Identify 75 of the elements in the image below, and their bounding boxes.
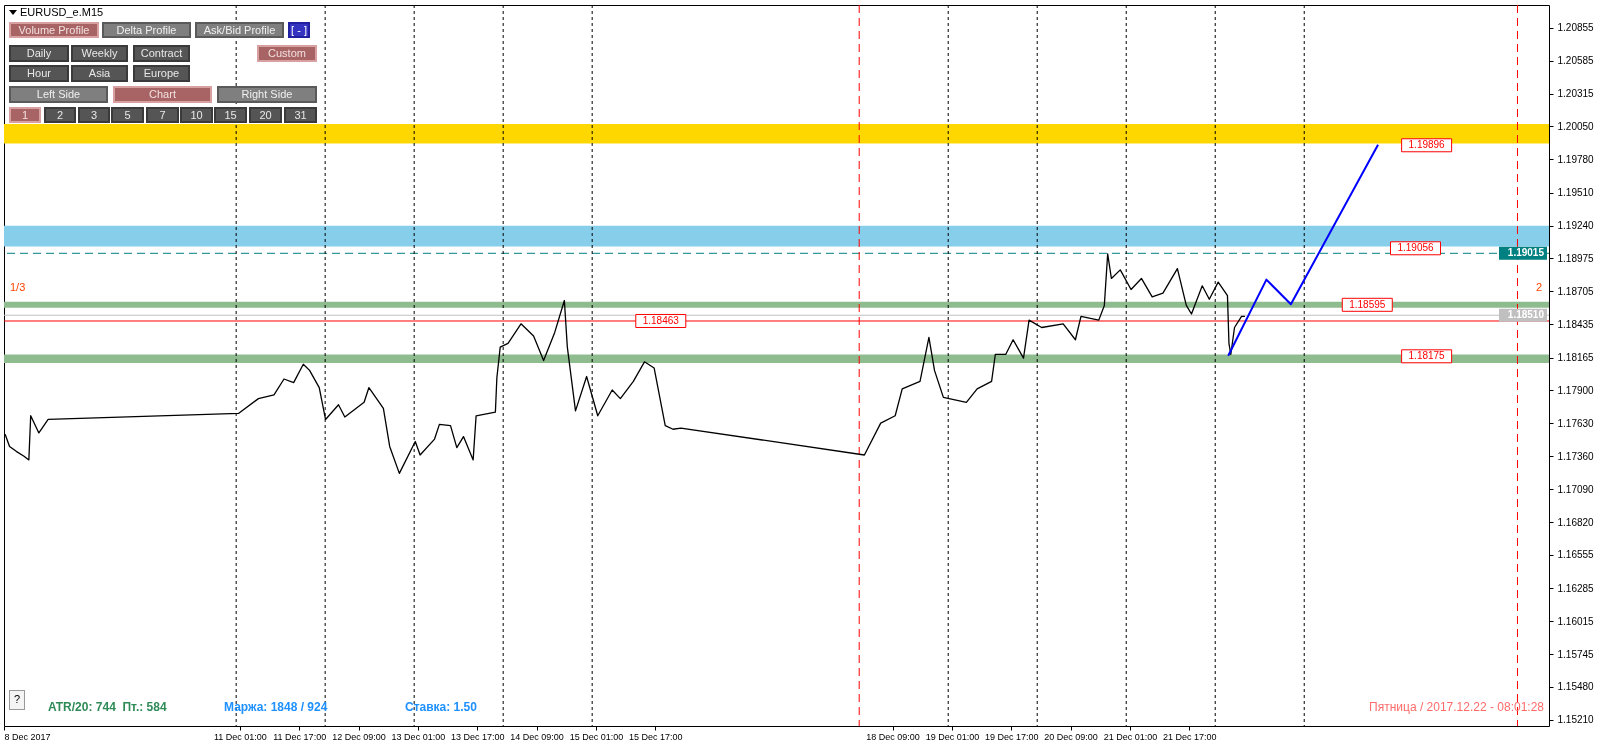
button: Contract — [133, 45, 190, 62]
annotation: 1.19896 — [1408, 139, 1446, 151]
y-tick-label: 1.18165 — [1557, 352, 1595, 364]
annotation: Ставка: 1.50 — [405, 700, 477, 714]
x-tick-label: 20 Dec 09:00 — [1044, 731, 1098, 742]
button: Custom — [257, 45, 317, 62]
button: Hour — [9, 65, 69, 82]
annotation: 1.18175 — [1408, 350, 1446, 362]
button: 2 — [44, 107, 76, 123]
y-tick-label: 1.17090 — [1557, 483, 1595, 495]
x-tick-label: 15 Dec 17:00 — [628, 731, 683, 742]
button: 1 — [9, 107, 41, 123]
button: Asia — [71, 65, 128, 82]
x-tick-label: 11 Dec 01:00 — [213, 731, 267, 742]
x-tick-label: 18 Dec 09:00 — [866, 731, 920, 742]
y-tick-label: 1.15745 — [1557, 648, 1595, 660]
y-tick-label: 1.18435 — [1557, 318, 1595, 330]
y-tick-label: 1.17900 — [1557, 384, 1595, 396]
y-tick-label: 1.20315 — [1557, 88, 1595, 100]
y-tick-label: 1.16285 — [1557, 582, 1595, 594]
y-tick-label: 1.16820 — [1557, 516, 1595, 528]
x-tick-label: 14 Dec 09:00 — [510, 731, 564, 742]
annotation: Пятница / 2017.12.22 - 08:01:28 — [1369, 700, 1544, 714]
button: 10 — [180, 107, 213, 123]
x-tick-label: 13 Dec 17:00 — [450, 731, 505, 742]
annotation: 1.18595 — [1349, 298, 1386, 310]
annotation: Маржа: 1848 / 924 — [224, 700, 328, 714]
y-tick-label: 1.15480 — [1557, 681, 1595, 693]
y-tick-label: 1.18975 — [1557, 252, 1595, 264]
x-tick-label: 13 Dec 01:00 — [391, 731, 446, 742]
button: Ask/Bid Profile — [195, 22, 284, 38]
y-tick-label: 1.18705 — [1557, 285, 1595, 297]
x-tick-label: 19 Dec 17:00 — [984, 731, 1039, 742]
annotation: 1.19056 — [1397, 242, 1434, 254]
help-button: ? — [9, 690, 25, 710]
button: Chart — [113, 86, 212, 103]
button: Europe — [133, 65, 190, 82]
button: [ - ] — [288, 22, 310, 38]
button: 3 — [78, 107, 110, 123]
chart-title: EURUSD_e.M15 — [20, 5, 104, 19]
x-tick-label: 21 Dec 17:00 — [1162, 731, 1217, 742]
y-tick-label: 1.20855 — [1557, 22, 1595, 34]
button: 31 — [284, 107, 317, 123]
button: Delta Profile — [102, 22, 191, 38]
y-tick-label: 1.19780 — [1557, 154, 1595, 165]
button: Left Side — [9, 86, 108, 103]
button: Volume Profile — [9, 22, 99, 38]
ref-line-label: 1.18510 — [1507, 309, 1545, 321]
x-tick-label: 11 Dec 17:00 — [273, 731, 327, 742]
y-tick-label: 1.15210 — [1557, 714, 1595, 726]
x-tick-label: 8 Dec 2017 — [4, 731, 51, 742]
annotation: 1/3 — [10, 280, 26, 294]
button: Weekly — [71, 45, 128, 62]
y-tick-label: 1.20585 — [1557, 55, 1595, 67]
annotation: 2 — [1536, 280, 1543, 294]
x-tick-label: 15 Dec 01:00 — [569, 731, 624, 742]
button: Right Side — [217, 86, 317, 103]
annotation: ATR/20: 744 Пт.: 584 — [48, 700, 167, 714]
annotation: 1.18463 — [642, 314, 680, 326]
y-tick-label: 1.16015 — [1557, 615, 1595, 627]
x-tick-label: 19 Dec 01:00 — [925, 731, 980, 742]
button: Daily — [9, 45, 69, 62]
button: 7 — [146, 107, 179, 123]
ref-line-label: 1.19015 — [1507, 247, 1545, 259]
x-tick-label: 12 Dec 09:00 — [332, 731, 386, 742]
button: 20 — [249, 107, 282, 123]
x-tick-label: 21 Dec 01:00 — [1103, 731, 1158, 742]
y-tick-label: 1.16555 — [1557, 549, 1595, 561]
button: 5 — [111, 107, 144, 123]
button: 15 — [214, 107, 247, 123]
y-tick-label: 1.17630 — [1557, 417, 1595, 429]
y-tick-label: 1.17360 — [1557, 450, 1595, 462]
y-tick-label: 1.19510 — [1557, 187, 1595, 199]
y-tick-label: 1.20050 — [1557, 120, 1595, 132]
y-tick-label: 1.19240 — [1557, 220, 1595, 232]
